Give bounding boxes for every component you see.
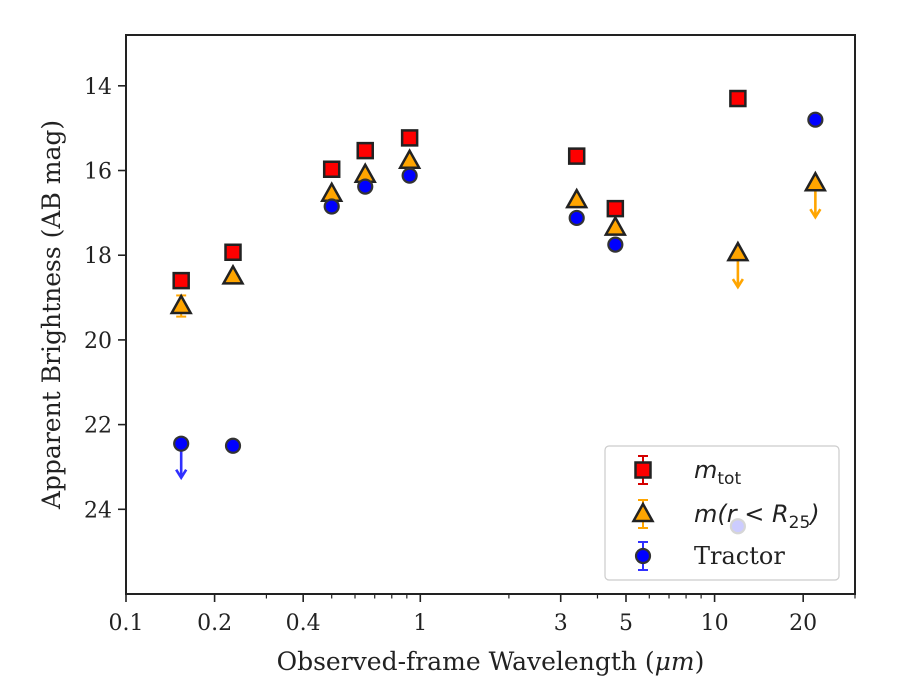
legend-label-sub: tot — [717, 469, 741, 489]
legend-label-main: Tractor — [694, 542, 785, 570]
axis-ticks: 0.1 0.2 0.4 1 3 5 10 20 14 16 18 20 22 24 — [84, 75, 856, 636]
x-axis-label: Observed-frame Wavelength (μm) — [277, 647, 705, 676]
data-point-tractor — [323, 198, 340, 215]
y-tick-label: 18 — [84, 244, 112, 269]
data-point-mr25 — [803, 170, 827, 192]
x-tick-label: 0.1 — [109, 611, 144, 636]
legend-label-main: m(r < R — [694, 500, 789, 528]
legend-label-sub: 25 — [789, 513, 811, 533]
data-point-mtot — [322, 160, 341, 178]
data-point-mr25 — [565, 187, 589, 209]
x-tick-label: 3 — [554, 611, 568, 636]
legend-label-end: ) — [808, 500, 819, 528]
data-point-tractor — [224, 437, 242, 454]
data-point-mtot — [224, 243, 242, 261]
legend-marker-mtot — [634, 461, 652, 479]
data-point-tractor — [173, 435, 190, 452]
legend-marker-mr25 — [631, 501, 655, 523]
data-point-mtot — [356, 141, 374, 160]
x-tick-label: 0.4 — [286, 611, 321, 636]
data-point-mtot — [400, 129, 419, 147]
series-mtot — [172, 89, 747, 290]
data-point-tractor — [401, 167, 418, 184]
legend-label-mr25: m(r < R25) — [694, 500, 820, 533]
y-tick-label: 16 — [84, 160, 112, 185]
y-axis-label: Apparent Brightness (AB mag) — [37, 120, 66, 510]
data-point-mr25 — [169, 293, 193, 315]
legend-item-tractor: Tractor — [634, 541, 785, 571]
y-tick-label: 20 — [84, 329, 112, 354]
data-point-tractor — [807, 111, 824, 128]
data-point-mtot — [567, 147, 586, 165]
series-mr25 — [169, 148, 827, 318]
data-point-mtot — [172, 271, 190, 290]
data-point-mr25 — [726, 240, 750, 262]
x-tick-label: 10 — [701, 611, 729, 636]
legend-label-mtot: mtot — [694, 456, 741, 489]
data-point-mtot — [729, 89, 747, 108]
data-point-tractor — [607, 236, 624, 253]
x-tick-label: 1 — [413, 611, 427, 636]
x-tick-label: 0.2 — [197, 611, 232, 636]
legend-item-mtot: mtot — [634, 455, 741, 489]
data-point-mr25 — [398, 148, 422, 170]
x-tick-label: 5 — [619, 611, 633, 636]
legend-label-main: m — [694, 456, 717, 484]
data-point-mr25 — [603, 215, 627, 236]
x-tick-label: 20 — [789, 611, 817, 636]
legend-label-tractor: Tractor — [694, 542, 785, 570]
legend: mtot m(r < R25) Tractor — [604, 445, 840, 581]
legend-box — [604, 445, 840, 581]
plot-frame — [125, 34, 856, 595]
legend-marker-tractor — [634, 547, 652, 565]
data-point-tractor — [568, 209, 585, 227]
data-point-mtot — [606, 199, 625, 218]
upper-limit-arrow-head — [809, 208, 822, 220]
data-point-tractor — [357, 178, 374, 195]
y-tick-label: 14 — [84, 75, 112, 100]
y-tick-label: 24 — [84, 498, 112, 523]
upper-limit-arrow-head — [175, 468, 188, 481]
legend-item-mr25: m(r < R25) — [631, 499, 820, 533]
data-point-mr25 — [221, 263, 245, 285]
y-tick-label: 22 — [84, 414, 112, 439]
upper-limit-arrow-head — [731, 278, 744, 290]
data-point-mr25 — [320, 181, 344, 203]
